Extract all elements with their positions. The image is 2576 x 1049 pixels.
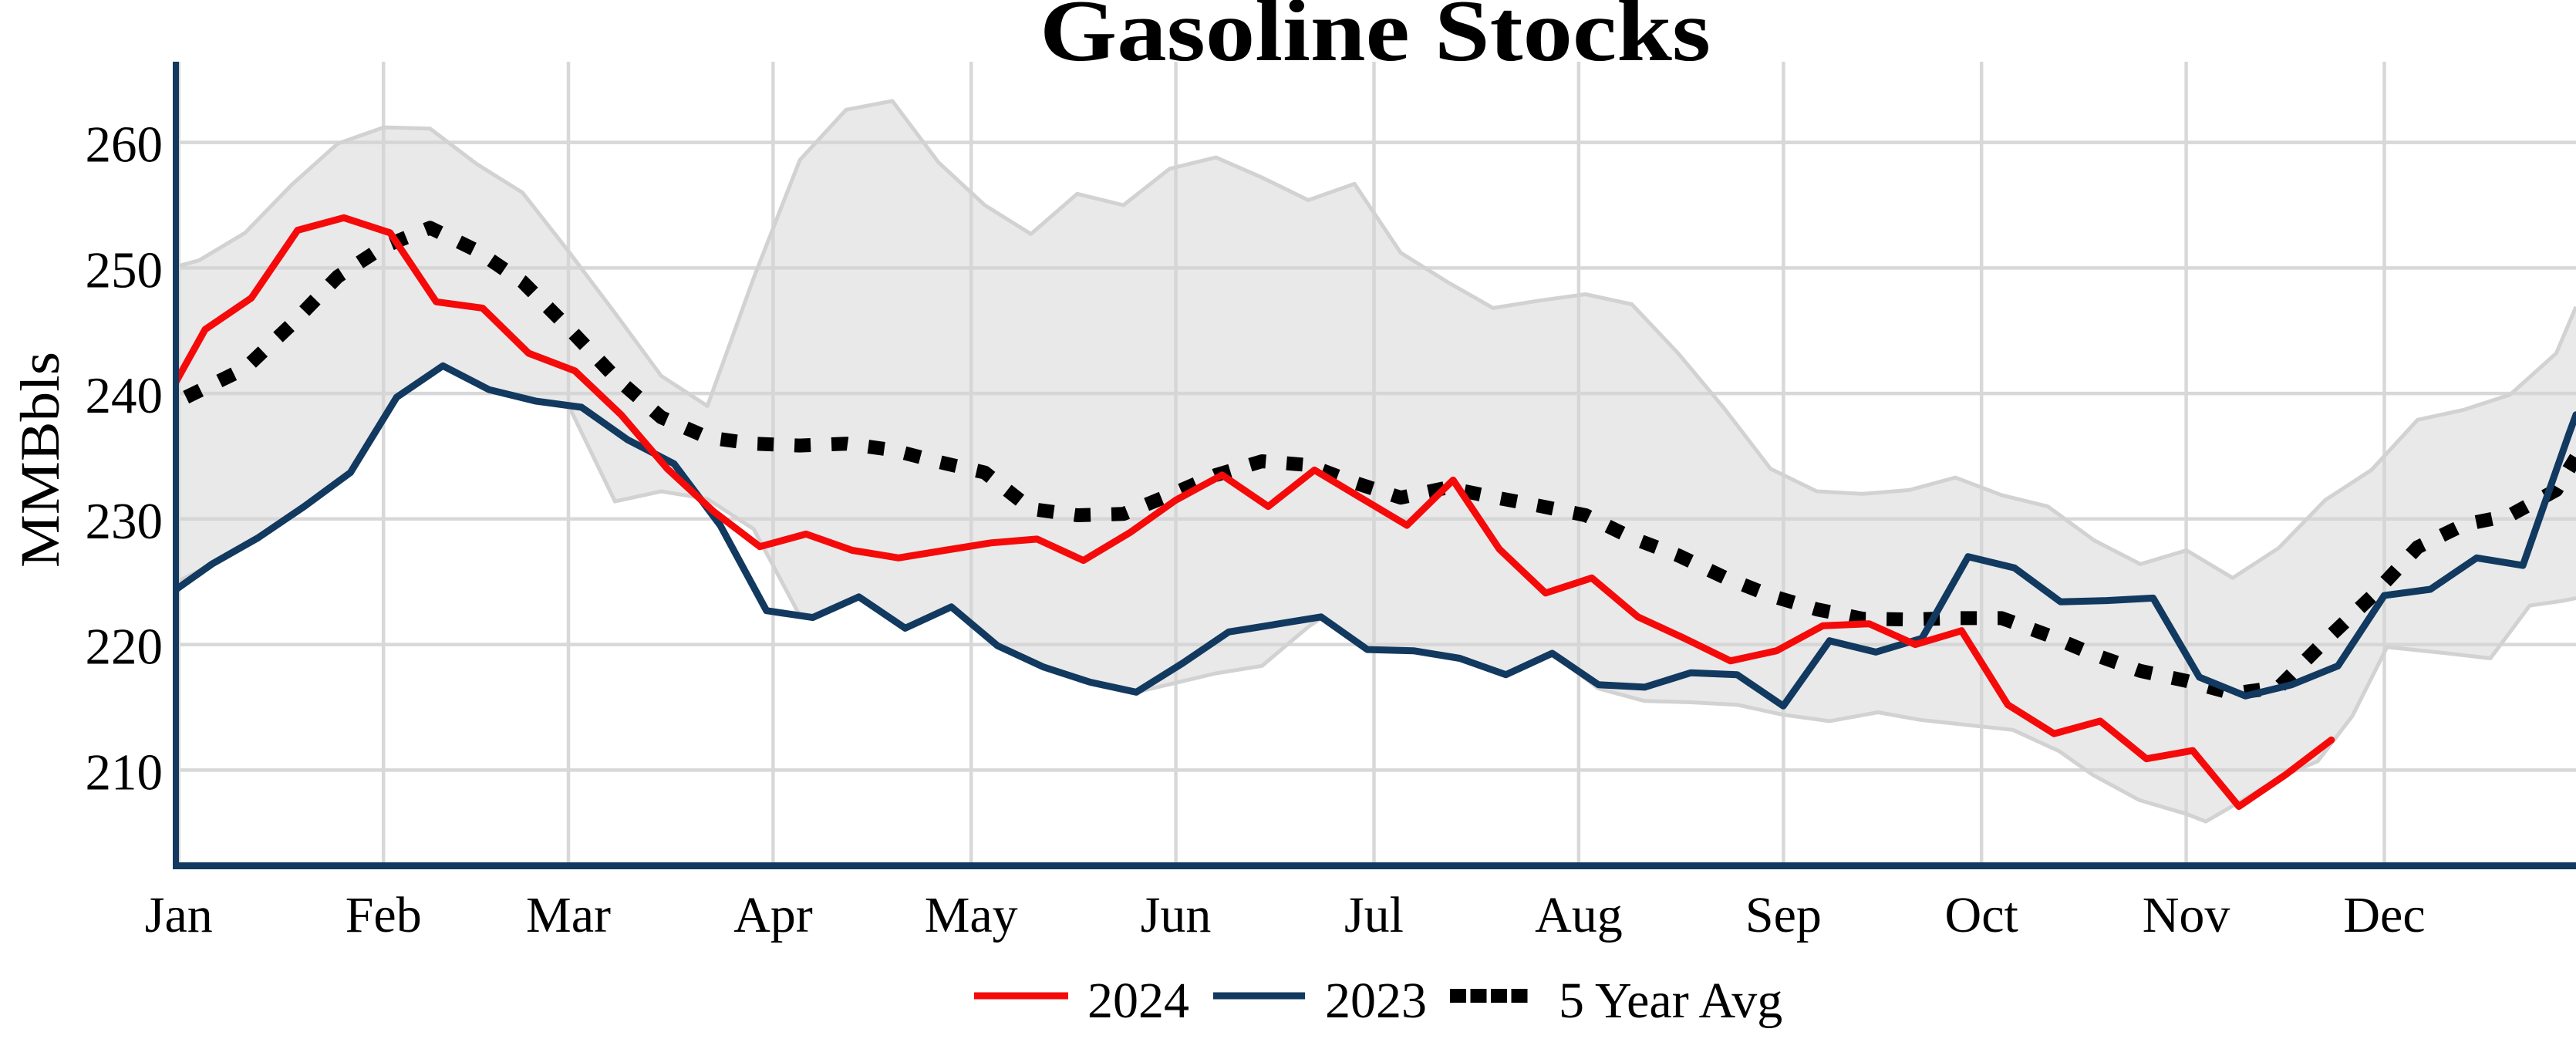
svg-text:Jun: Jun <box>1141 887 1212 943</box>
svg-text:5 Year Avg: 5 Year Avg <box>1559 973 1782 1029</box>
svg-text:240: 240 <box>86 367 164 424</box>
svg-text:Aug: Aug <box>1535 887 1623 943</box>
svg-text:Apr: Apr <box>733 887 813 943</box>
svg-text:MMBbls: MMBbls <box>9 352 71 568</box>
svg-text:Feb: Feb <box>346 887 422 943</box>
svg-text:Sep: Sep <box>1745 887 1822 943</box>
svg-text:Dec: Dec <box>2343 887 2425 943</box>
svg-text:Mar: Mar <box>526 887 611 943</box>
svg-text:210: 210 <box>86 744 164 801</box>
svg-text:230: 230 <box>86 493 164 550</box>
svg-text:250: 250 <box>86 241 164 299</box>
svg-text:Jul: Jul <box>1344 887 1404 943</box>
svg-text:220: 220 <box>86 619 164 676</box>
svg-text:May: May <box>925 887 1018 943</box>
svg-text:Oct: Oct <box>1945 887 2018 943</box>
svg-text:260: 260 <box>86 116 164 174</box>
svg-text:2023: 2023 <box>1325 973 1427 1029</box>
svg-text:Nov: Nov <box>2143 887 2230 943</box>
svg-text:Jan: Jan <box>145 887 213 943</box>
svg-text:2024: 2024 <box>1087 973 1189 1029</box>
svg-text:Gasoline Stocks: Gasoline Stocks <box>1040 0 1711 79</box>
